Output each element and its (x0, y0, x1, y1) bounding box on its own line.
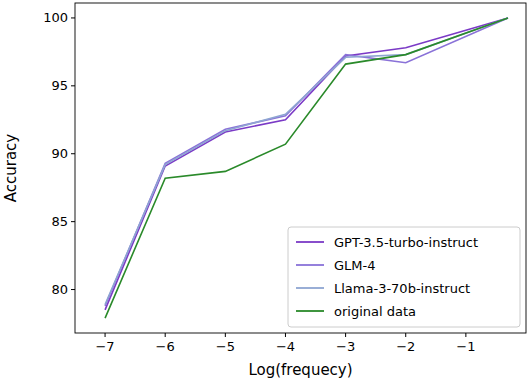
y-tick-label: 80 (51, 282, 68, 297)
x-tick-label: −7 (95, 339, 114, 354)
x-tick (345, 333, 346, 337)
x-tick (165, 333, 166, 337)
x-axis-label: Log(frequecy) (248, 361, 352, 379)
y-tick (71, 221, 75, 222)
x-tick (465, 333, 466, 337)
x-tick-label: −3 (336, 339, 355, 354)
plot-frame (75, 3, 526, 333)
legend-label: GLM-4 (334, 258, 376, 273)
x-tick (405, 333, 406, 337)
x-tick-label: −1 (456, 339, 475, 354)
y-axis-label: Accuracy (2, 134, 20, 203)
x-tick (285, 333, 286, 337)
x-tick-label: −4 (276, 339, 295, 354)
y-tick (71, 17, 75, 18)
y-tick (71, 85, 75, 86)
x-tick (105, 333, 106, 337)
x-tick-label: −6 (156, 339, 175, 354)
legend-box (288, 227, 520, 327)
chart: −7 −6 −5 −4 −3 −2 −1 80 85 90 95 100 Log(frequecy) Ac… (0, 0, 530, 380)
legend-swatch (296, 241, 324, 243)
x-tick-label: −5 (216, 339, 235, 354)
y-tick-label: 95 (51, 78, 68, 93)
legend-swatch (296, 287, 324, 289)
legend-label: Llama-3-70b-instruct (334, 281, 470, 296)
legend-swatch (296, 264, 324, 266)
legend-label: GPT-3.5-turbo-instruct (334, 235, 478, 250)
y-tick-label: 85 (51, 214, 68, 229)
y-tick-label: 90 (51, 146, 68, 161)
x-tick (225, 333, 226, 337)
y-tick-label: 100 (43, 10, 68, 25)
legend-swatch (296, 310, 324, 312)
legend: GPT-3.5-turbo-instruct GLM-4 Llama-3-70b-i… (288, 227, 520, 327)
y-tick (71, 153, 75, 154)
x-tick-label: −2 (396, 339, 415, 354)
y-tick (71, 289, 75, 290)
legend-label: original data (334, 304, 416, 319)
